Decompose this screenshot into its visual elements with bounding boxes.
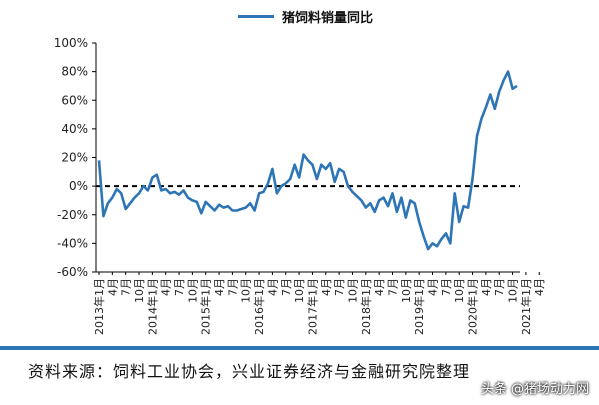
x-tick-label: 7月 [440, 278, 453, 296]
watermark: 头条 @猪场动力网 [480, 382, 589, 397]
x-tick-label: 7月 [226, 278, 239, 296]
x-tick-label: 2019年1月 [412, 278, 426, 335]
x-tick-label: 4月 [480, 278, 493, 296]
y-axis: 100% 80% 60% 40% 20% 0% -20% -40% -60% [54, 36, 97, 279]
x-tick-label: 4月 [427, 278, 440, 296]
x-tick-label: 2021年1月 [519, 278, 533, 335]
chart: 100%80%60%40%20%0%-20%-40%-60% 2013年1月 4月… [54, 36, 547, 335]
x-tick-label: 7月 [120, 278, 133, 296]
source-note: 资料来源：饲料工业协会，兴业证券经济与金融研究院整理 [28, 362, 471, 381]
x-tick-label: 2017年1月 [305, 278, 319, 335]
x-tick-label: 10月 [453, 278, 466, 303]
y-tick-label: 0% [69, 179, 88, 193]
x-tick-label: 7月 [173, 278, 186, 296]
x-tick-label: 4月 [373, 278, 386, 296]
x-tick-label: 7月 [280, 278, 293, 296]
x-tick-label: 7月 [333, 278, 346, 296]
x-tick-label: 10月 [346, 278, 359, 303]
x-tick-label: 7月 [386, 278, 399, 296]
x-tick-label: 4月 [106, 278, 119, 296]
y-tick-label: 40% [61, 122, 88, 136]
x-tick-label: 2013年1月 [92, 278, 106, 335]
y-tick-label: 100% [54, 36, 88, 50]
x-tick-label: 2015年1月 [199, 278, 213, 335]
source-divider [0, 346, 599, 350]
x-tick-label: 10月 [400, 278, 413, 303]
y-tick-label: -20% [57, 208, 88, 222]
x-tick-label: 2018年1月 [359, 278, 373, 335]
legend-swatch [238, 14, 274, 18]
y-tick-label: 60% [61, 93, 88, 107]
x-tick-label: 4月 [266, 278, 279, 296]
x-tick-label: 10月 [507, 278, 520, 303]
x-tick-label: 2014年1月 [145, 278, 159, 335]
x-tick-label: 4月 [533, 278, 546, 296]
x-tick-label: 10月 [240, 278, 253, 303]
x-tick-label: 10月 [186, 278, 199, 303]
x-axis: 2013年1月 4月 7月 10月 2014年1月 4月 7月 10月 2015年1月 4月 7月 1… [92, 271, 546, 335]
legend: 猪饲料销量同比 [238, 6, 373, 26]
x-tick-label: 2020年1月 [466, 278, 480, 335]
x-tick-label: 4月 [320, 278, 333, 296]
x-tick-label: 4月 [213, 278, 226, 296]
series-line-pig-feed-yoy [97, 70, 518, 251]
x-tick-label: 10月 [293, 278, 306, 303]
legend-label: 猪饲料销量同比 [282, 10, 374, 26]
y-tick-label: -60% [57, 265, 88, 279]
x-tick-label: 4月 [160, 278, 173, 296]
x-tick-label: 10月 [133, 278, 146, 303]
y-tick-label: 20% [61, 151, 88, 165]
y-tick-label: -40% [57, 236, 88, 250]
y-tick-label: 80% [61, 65, 88, 79]
x-tick-label: 7月 [493, 278, 506, 296]
x-tick-label: 2016年1月 [252, 278, 266, 335]
